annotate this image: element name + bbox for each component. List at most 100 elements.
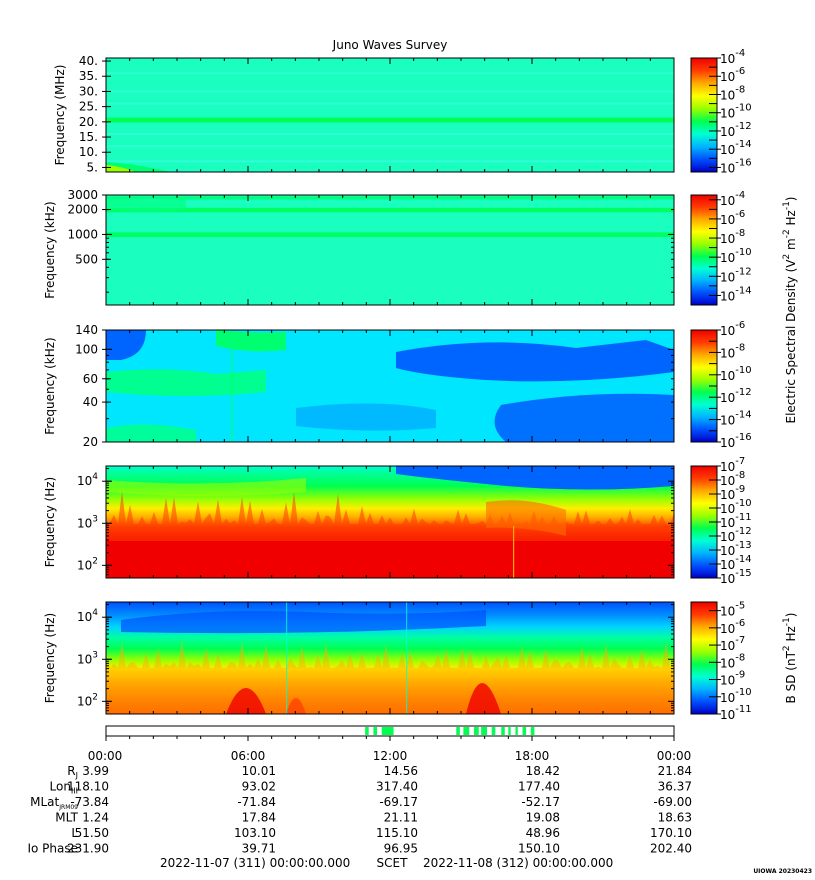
ephem-value: 177.40 — [518, 780, 560, 794]
spectrogram-hfr-low — [106, 195, 674, 305]
colorbar-label: 10-15 — [720, 568, 752, 586]
scet-scet: SCET — [377, 856, 409, 870]
colorbar-label: 10-12 — [720, 121, 752, 139]
mode-segment — [463, 727, 470, 735]
mode-segment — [373, 727, 377, 735]
ephem-row-label: Io Phase — [27, 842, 78, 856]
y-axis-label: Frequency (kHz) — [43, 337, 57, 434]
colorbar-label: 10-11 — [720, 512, 752, 530]
spectrogram-lfr-low-e — [106, 466, 674, 578]
colorbar-label: 10-14 — [720, 554, 752, 572]
ephem-value: 10.01 — [242, 764, 276, 778]
credit-label: UIOWA 20230423 — [753, 868, 812, 875]
colorbar-label: 10-9 — [720, 670, 745, 688]
y-tick-label: 100 — [75, 342, 98, 356]
mode-segment — [491, 727, 496, 735]
ephem-value: 93.02 — [242, 780, 276, 794]
y-axis-label: Frequency (MHz) — [53, 65, 67, 166]
colorbar-label: 10-8 — [720, 342, 745, 360]
colorbar-title: B SD (nT2 Hz-1) — [782, 613, 798, 704]
colorbar-label: 10-7 — [720, 635, 745, 653]
ephem-value: 19.08 — [526, 811, 560, 825]
ephem-value: -69.00 — [653, 795, 692, 809]
colorbar-label: 10-5 — [720, 601, 745, 619]
ephem-value: -73.84 — [70, 795, 109, 809]
time-tick-label: 06:00 — [231, 749, 266, 763]
ephem-value: 21.11 — [384, 811, 418, 825]
mode-segment — [501, 727, 505, 735]
colorbar-label: 10-10 — [720, 365, 752, 383]
y-tick-label: 60 — [83, 372, 98, 386]
panel-lfr-low-e: 104 103 102 Frequency (Hz) — [43, 465, 675, 579]
y-tick-label: 35. — [79, 69, 98, 83]
ephem-value: 51.50 — [75, 826, 109, 840]
spectrogram-hfr-high — [106, 58, 674, 172]
y-tick-label: 5. — [87, 160, 98, 174]
panel-hfr-high: 40.35.30. 25.20.15.10.5. Frequency (MHz) — [53, 54, 675, 174]
ephem-value: -69.17 — [379, 795, 418, 809]
colorbar-scale — [690, 194, 718, 306]
ephem-value: 231.90 — [67, 842, 109, 856]
mode-segment — [522, 727, 527, 735]
ephem-value: 1.24 — [82, 811, 109, 825]
y-tick-label: 20. — [79, 115, 98, 129]
y-tick-label: 2000 — [67, 203, 98, 217]
mode-segment — [515, 727, 518, 735]
colorbar-label: 10-11 — [720, 704, 752, 722]
ephem-value: 118.10 — [67, 780, 109, 794]
colorbar-lfr-low-e: 10-710-810-910-1010-1110-1210-1310-1410-… — [690, 456, 752, 586]
colorbar-label: 10-4 — [720, 190, 745, 208]
y-tick-label: 25. — [79, 100, 98, 114]
colorbar-label: 10-6 — [720, 320, 745, 338]
y-tick-label: 10. — [79, 145, 98, 159]
colorbar-label: 10-10 — [720, 247, 752, 265]
ephem-row-label: RJ — [67, 764, 78, 780]
ephem-value: 39.71 — [242, 842, 276, 856]
y-axis-label: Frequency (Hz) — [43, 613, 57, 704]
y-tick-label: 104 — [77, 472, 98, 488]
y-tick-label: 20 — [83, 435, 98, 449]
scet-start: 2022-11-07 (311) 00:00:00.000 — [160, 856, 350, 870]
colorbar-label: 10-6 — [720, 66, 745, 84]
colorbar-lfr-high: 10-6 10-8 10-10 10-12 10-14 10-16 — [690, 320, 752, 450]
y-tick-label: 3000 — [67, 188, 98, 202]
time-tick-label: 18:00 — [515, 749, 550, 763]
y-tick-label: 40 — [83, 395, 98, 409]
colorbar-label: 10-8 — [720, 470, 745, 488]
y-tick-label: 1000 — [67, 227, 98, 241]
ephem-value: 18.63 — [658, 811, 692, 825]
mode-segment — [530, 727, 535, 735]
colorbar-title: Electric Spectral Density (V2 m-2 Hz-1) — [782, 196, 798, 423]
ephem-value: 317.40 — [376, 780, 418, 794]
colorbar-label: 10-8 — [720, 652, 745, 670]
colorbar-label: 10-8 — [720, 228, 745, 246]
y-tick-label: 40. — [79, 54, 98, 68]
colorbar-label: 10-10 — [720, 498, 752, 516]
ephem-value: 48.96 — [526, 826, 560, 840]
colorbar-label: 10-12 — [720, 387, 752, 405]
y-axis-label: Frequency (Hz) — [43, 477, 57, 568]
ephem-value: 36.37 — [658, 780, 692, 794]
ephem-value: 170.10 — [650, 826, 692, 840]
ephem-row-label: MLT — [55, 811, 78, 825]
mode-segment — [474, 727, 479, 735]
y-tick-label: 102 — [77, 692, 98, 708]
ephem-value: 17.84 — [242, 811, 276, 825]
colorbar-scale — [690, 601, 718, 715]
chart-title: Juno Waves Survey — [332, 38, 448, 52]
colorbar-label: 10-7 — [720, 456, 745, 474]
y-tick-label: 102 — [77, 556, 98, 572]
panel-lfr-high: 140 100 60 40 20 Frequency (kHz) — [43, 323, 675, 449]
colorbar-label: 10-9 — [720, 484, 745, 502]
colorbar-label: 10-16 — [720, 432, 752, 450]
y-tick-label: 30. — [79, 84, 98, 98]
time-tick-label: 00:00 — [88, 749, 123, 763]
mode-segment — [381, 727, 394, 735]
spectrogram-lfr-high — [106, 330, 674, 442]
panel-lfr-low-b: 104 103 102 Frequency (Hz) — [43, 601, 675, 715]
colorbar-label: 10-6 — [720, 618, 745, 636]
ephem-value: 103.10 — [234, 826, 276, 840]
